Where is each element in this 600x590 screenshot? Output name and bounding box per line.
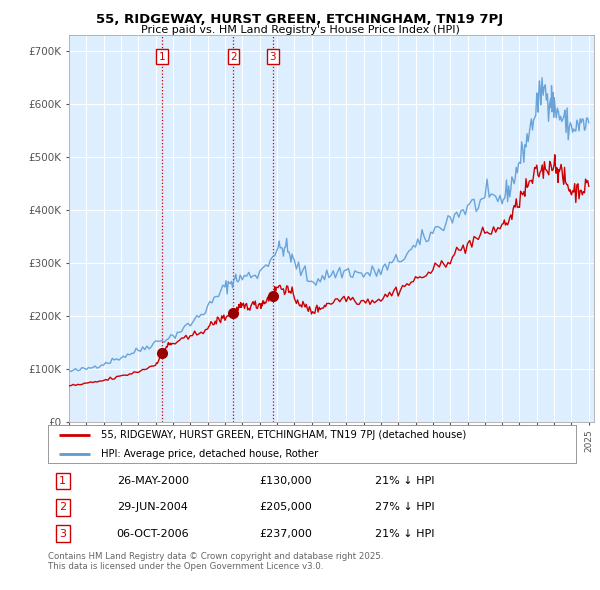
Text: 55, RIDGEWAY, HURST GREEN, ETCHINGHAM, TN19 7PJ: 55, RIDGEWAY, HURST GREEN, ETCHINGHAM, T…	[97, 13, 503, 26]
Text: 1: 1	[59, 476, 66, 486]
Text: 21% ↓ HPI: 21% ↓ HPI	[376, 529, 435, 539]
Text: 3: 3	[269, 51, 276, 61]
Text: 55, RIDGEWAY, HURST GREEN, ETCHINGHAM, TN19 7PJ (detached house): 55, RIDGEWAY, HURST GREEN, ETCHINGHAM, T…	[101, 430, 466, 440]
Text: £130,000: £130,000	[259, 476, 312, 486]
Text: 27% ↓ HPI: 27% ↓ HPI	[376, 503, 435, 512]
Text: 2: 2	[59, 503, 67, 512]
Text: Contains HM Land Registry data © Crown copyright and database right 2025.
This d: Contains HM Land Registry data © Crown c…	[48, 552, 383, 571]
Text: 26-MAY-2000: 26-MAY-2000	[116, 476, 188, 486]
Text: Price paid vs. HM Land Registry's House Price Index (HPI): Price paid vs. HM Land Registry's House …	[140, 25, 460, 35]
Text: 29-JUN-2004: 29-JUN-2004	[116, 503, 188, 512]
Text: 3: 3	[59, 529, 66, 539]
Text: £205,000: £205,000	[259, 503, 312, 512]
Text: 21% ↓ HPI: 21% ↓ HPI	[376, 476, 435, 486]
Text: 06-OCT-2006: 06-OCT-2006	[116, 529, 189, 539]
Text: HPI: Average price, detached house, Rother: HPI: Average price, detached house, Roth…	[101, 448, 318, 458]
Text: £237,000: £237,000	[259, 529, 312, 539]
Text: 2: 2	[230, 51, 237, 61]
Text: 1: 1	[159, 51, 166, 61]
